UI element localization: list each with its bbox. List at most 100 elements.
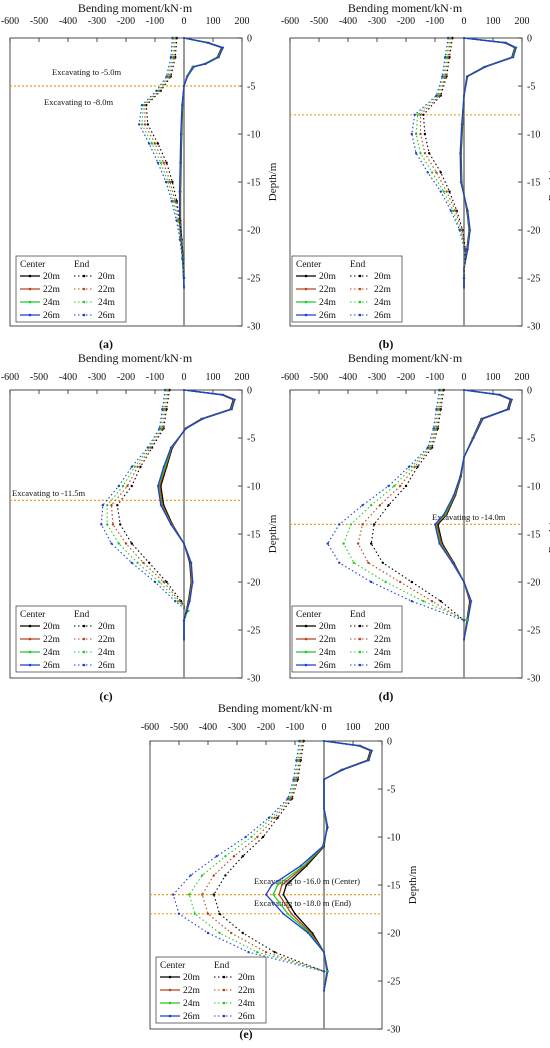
data-point — [282, 893, 285, 896]
data-point — [422, 600, 425, 603]
y-tick-label: -25 — [387, 977, 400, 988]
y-tick-label: -25 — [247, 626, 260, 637]
data-point — [435, 408, 438, 411]
data-point — [356, 542, 360, 545]
x-tick-label: -400 — [339, 16, 357, 27]
data-point — [222, 393, 225, 396]
data-point — [387, 484, 390, 488]
data-point — [162, 161, 165, 164]
series-line — [265, 740, 373, 991]
data-point — [290, 912, 293, 915]
series-line — [110, 389, 188, 621]
data-point — [481, 417, 484, 420]
data-point — [139, 465, 142, 468]
data-point — [416, 465, 419, 468]
data-point — [185, 427, 188, 430]
panel-label: (c) — [99, 689, 112, 703]
data-point — [146, 123, 149, 126]
y-tick-label: -20 — [527, 226, 540, 237]
legend-label: 24m — [98, 648, 116, 658]
data-point — [256, 835, 259, 839]
series-line — [144, 37, 185, 279]
chart-panel-e: Bending moment/kN·m-600 -500 -400 -300 -200-… — [141, 701, 419, 1041]
y-tick-label: -20 — [387, 929, 400, 940]
legend-label: 24m — [319, 298, 337, 308]
data-point — [326, 826, 329, 829]
series-line — [106, 389, 190, 621]
data-point — [443, 56, 447, 59]
data-point — [121, 484, 125, 488]
data-point — [133, 465, 136, 468]
data-point — [168, 180, 172, 184]
data-point — [130, 484, 133, 488]
legend-header-center: Center — [20, 610, 46, 620]
data-point — [230, 931, 233, 935]
y-tick-label: -15 — [527, 178, 540, 189]
data-point — [323, 951, 325, 954]
data-point — [156, 161, 160, 164]
y-axis-title: Depth/m — [547, 162, 550, 201]
panel-label: (a) — [99, 337, 113, 351]
data-point — [212, 893, 215, 896]
x-tick-label: 200 — [375, 722, 390, 733]
data-point — [449, 209, 453, 212]
data-point — [264, 951, 268, 954]
legend-marker — [358, 300, 362, 304]
y-tick-label: -10 — [527, 482, 540, 493]
data-point — [169, 56, 173, 59]
legend-marker — [82, 287, 86, 291]
chart-panel-c: Bending moment/kN·m-600 -500 -400 -300 -200-… — [1, 351, 279, 703]
y-axis-title: Depth/m — [267, 514, 279, 553]
data-point — [463, 94, 465, 97]
series-line — [157, 389, 236, 640]
data-point — [165, 580, 168, 584]
data-point — [452, 494, 455, 497]
data-point — [164, 180, 168, 184]
data-point — [285, 884, 288, 886]
x-tick-label: -300 — [88, 372, 106, 383]
data-point — [419, 132, 422, 136]
x-tick-label: -200 — [117, 16, 135, 27]
y-tick-label: -30 — [387, 1025, 400, 1036]
series-line — [145, 37, 185, 279]
data-point — [338, 523, 341, 526]
data-point — [159, 161, 162, 164]
data-point — [507, 408, 510, 411]
series-line — [160, 389, 235, 640]
legend-label: 26m — [319, 311, 337, 321]
data-point — [442, 190, 445, 193]
y-tick-label: -5 — [247, 82, 255, 93]
data-point — [426, 171, 429, 174]
legend-marker — [168, 988, 172, 992]
legend-label: 24m — [374, 298, 392, 308]
data-point — [155, 89, 158, 93]
data-point — [282, 912, 285, 915]
data-point — [426, 446, 429, 449]
data-point — [458, 228, 461, 232]
data-point — [116, 504, 119, 507]
data-point — [463, 456, 465, 459]
data-point — [111, 523, 115, 526]
data-point — [307, 932, 310, 934]
data-point — [414, 132, 418, 136]
legend-label: 26m — [319, 661, 337, 671]
data-point — [183, 542, 185, 545]
x-axis-title: Bending moment/kN·m — [78, 351, 193, 365]
excavation-label: Excavating to -11.5m — [12, 488, 85, 498]
data-point — [137, 123, 141, 126]
legend-marker — [82, 300, 86, 304]
legend-label: 24m — [374, 648, 392, 658]
x-tick-label: -400 — [59, 16, 77, 27]
data-point — [322, 970, 326, 973]
x-tick-label: 100 — [346, 722, 361, 733]
x-axis-title: Bending moment/kN·m — [218, 701, 333, 715]
series-line — [459, 37, 517, 288]
data-point — [163, 388, 167, 392]
legend-marker — [304, 274, 308, 278]
legend-marker — [82, 274, 86, 278]
legend-label: 24m — [43, 298, 61, 308]
data-point — [299, 864, 302, 867]
data-point — [183, 389, 185, 391]
data-point — [422, 113, 425, 117]
y-tick-label: -15 — [247, 178, 260, 189]
